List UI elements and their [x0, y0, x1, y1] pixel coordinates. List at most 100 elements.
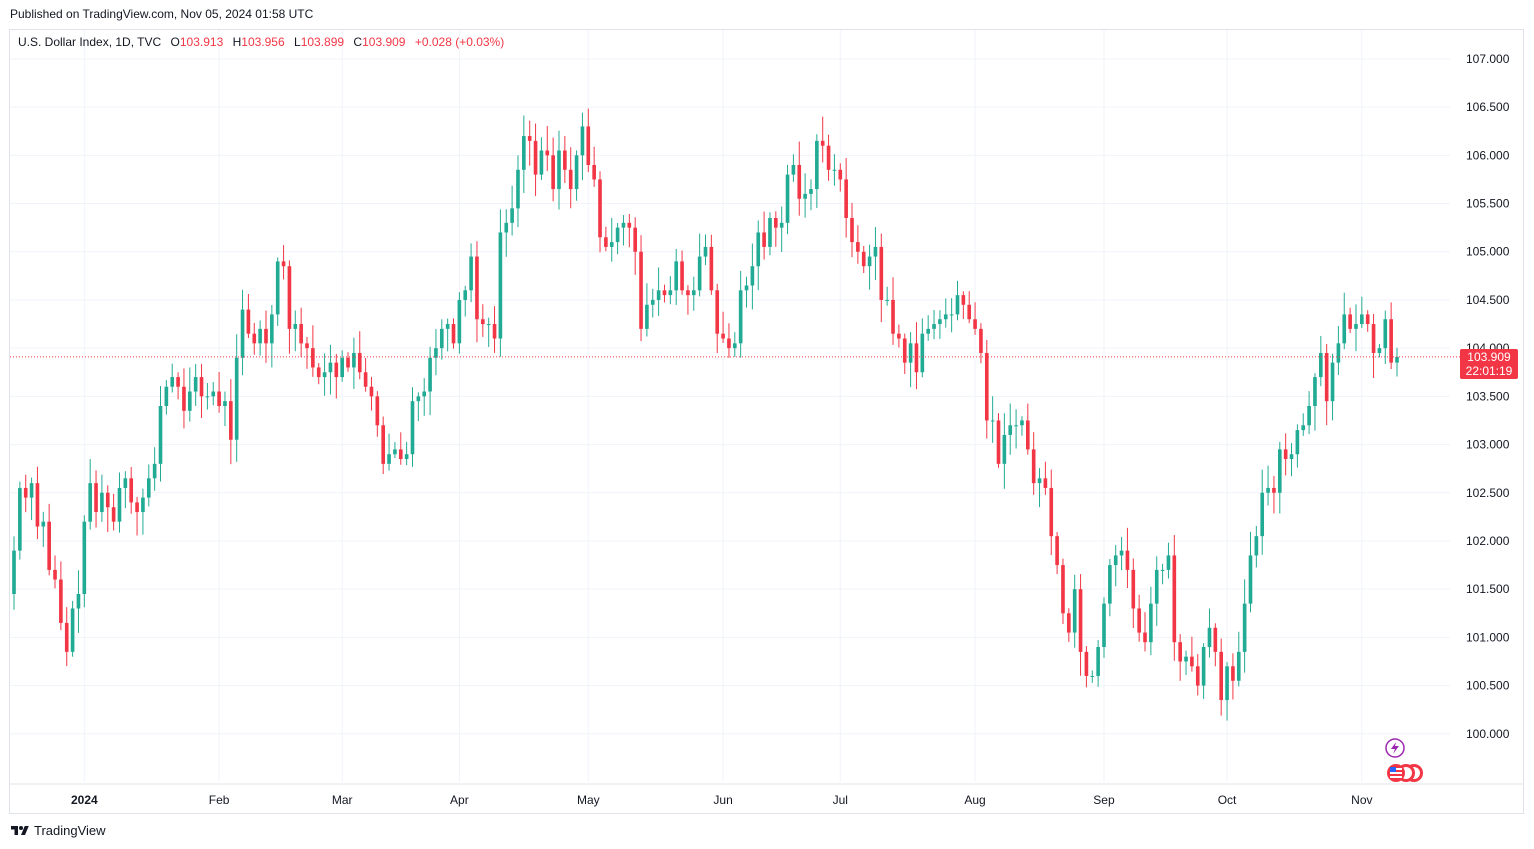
candle-body [1025, 420, 1030, 450]
candle-body [732, 343, 737, 349]
candle-body [182, 386, 186, 411]
us-flag-icon[interactable] [1387, 764, 1423, 782]
candle-body [949, 314, 954, 316]
candle-body [609, 242, 614, 247]
candle-body [926, 328, 931, 334]
candle-body [791, 164, 796, 175]
candle-body [838, 169, 843, 180]
candle-body [1090, 675, 1095, 677]
candle-body [240, 309, 245, 358]
candle-body [135, 502, 139, 513]
high-value: 103.956 [241, 35, 285, 49]
candle-body [557, 150, 561, 190]
candle-body [299, 324, 303, 344]
candle-body [193, 377, 198, 392]
candle-body [29, 483, 34, 498]
candle-body [803, 193, 807, 199]
candle-body [229, 401, 233, 440]
candle-body [961, 295, 966, 305]
candle-body [35, 483, 40, 527]
candle-body [152, 463, 157, 479]
candle-body [856, 242, 860, 252]
candle-body [756, 232, 761, 267]
candle-body [492, 324, 497, 339]
candle-body [1178, 642, 1182, 662]
price-chart[interactable]: 107.000 106.500 106.000 105.500 105.000 104.5… [10, 30, 1524, 814]
events-icons[interactable] [1383, 738, 1425, 788]
candle-body [785, 174, 790, 223]
candle-body [539, 150, 544, 175]
candle-body [774, 218, 778, 228]
candle-body [850, 218, 854, 243]
candle-body [809, 189, 813, 194]
candle-body [352, 352, 356, 368]
candle-body [451, 324, 456, 344]
candle-body [1307, 406, 1311, 426]
symbol-label[interactable]: U.S. Dollar Index, 1D, TVC [18, 35, 162, 49]
y-tick-label: 101.500 [1466, 582, 1510, 596]
candle-body [914, 343, 919, 373]
footer-brand: TradingView [10, 823, 106, 838]
candle-body [686, 290, 690, 296]
candle-body [322, 372, 327, 378]
candle-body [88, 483, 92, 522]
candle-body [1061, 565, 1065, 614]
candle-body [1313, 377, 1317, 406]
candle-body [275, 261, 280, 315]
candle-body [23, 487, 28, 498]
candle-body [1002, 434, 1007, 464]
candle-body [1078, 589, 1083, 652]
x-tick-label: Oct [1218, 793, 1237, 807]
candle-body [428, 357, 432, 392]
bar-countdown: 22:01:19 [1465, 363, 1513, 378]
candle-body [416, 396, 421, 402]
candle-body [967, 304, 972, 320]
candle-body [1365, 314, 1370, 325]
candle-body [1336, 343, 1341, 363]
candle-body [727, 338, 731, 349]
candle-body [316, 367, 321, 378]
candle-body [943, 314, 948, 320]
candle-body [527, 136, 532, 141]
low-value: 103.899 [300, 35, 345, 49]
lightning-icon[interactable] [1385, 738, 1405, 758]
candle-body [105, 492, 110, 508]
candle-body [1225, 666, 1229, 701]
candle-body [920, 333, 925, 373]
candle-body [639, 251, 643, 329]
tradingview-logo-icon [11, 825, 29, 835]
y-tick-label: 102.500 [1466, 486, 1510, 500]
candle-body [393, 449, 397, 455]
y-tick-label: 106.500 [1466, 100, 1510, 114]
candle-body [463, 290, 468, 300]
candle-body [381, 425, 386, 464]
open-value: 103.913 [179, 35, 224, 49]
candle-body [902, 338, 907, 363]
x-tick-label: 2024 [71, 793, 98, 807]
candle-body [1201, 647, 1206, 686]
candle-body [199, 377, 204, 397]
candle-body [246, 309, 251, 334]
candle-body [1248, 555, 1253, 604]
close-label: C [353, 35, 363, 49]
candle-body [744, 285, 749, 291]
candle-body [1166, 555, 1171, 570]
candle-body [146, 478, 151, 498]
candle-body [117, 487, 122, 522]
candle-body [234, 357, 239, 440]
candle-body [645, 304, 649, 329]
candle-body [979, 328, 983, 353]
candle-body [82, 521, 87, 594]
candle-body [439, 328, 444, 349]
y-tick-label: 100.500 [1466, 679, 1510, 693]
candle-body [1383, 319, 1388, 349]
candle-body [592, 164, 596, 180]
candle-body [656, 290, 661, 300]
candle-body [369, 386, 374, 397]
candle-body [111, 507, 116, 522]
candle-body [691, 290, 696, 296]
candle-body [1283, 449, 1288, 460]
candle-body [480, 319, 485, 325]
candle-body [1360, 314, 1364, 325]
candle-body [861, 251, 866, 267]
